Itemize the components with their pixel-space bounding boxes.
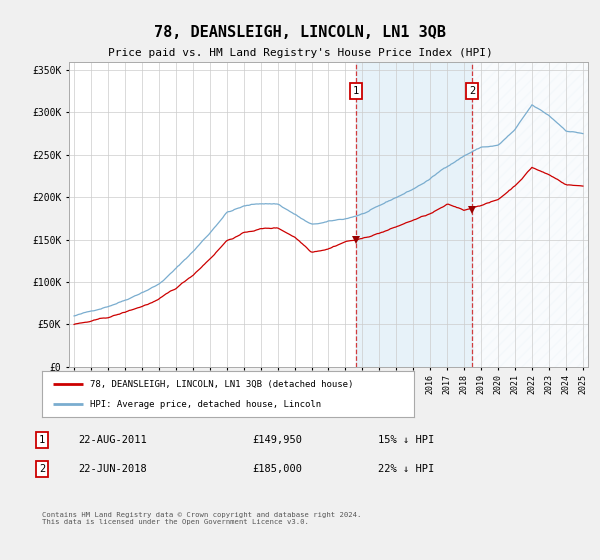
Text: 78, DEANSLEIGH, LINCOLN, LN1 3QB (detached house): 78, DEANSLEIGH, LINCOLN, LN1 3QB (detach… <box>91 380 354 389</box>
Text: 78, DEANSLEIGH, LINCOLN, LN1 3QB: 78, DEANSLEIGH, LINCOLN, LN1 3QB <box>154 25 446 40</box>
Text: £149,950: £149,950 <box>252 435 302 445</box>
Text: Price paid vs. HM Land Registry's House Price Index (HPI): Price paid vs. HM Land Registry's House … <box>107 48 493 58</box>
Text: 1: 1 <box>39 435 45 445</box>
Text: Contains HM Land Registry data © Crown copyright and database right 2024.
This d: Contains HM Land Registry data © Crown c… <box>42 512 361 525</box>
Bar <box>472 62 592 367</box>
Bar <box>356 62 472 367</box>
Text: 15% ↓ HPI: 15% ↓ HPI <box>378 435 434 445</box>
Text: HPI: Average price, detached house, Lincoln: HPI: Average price, detached house, Linc… <box>91 400 322 409</box>
Text: 2: 2 <box>469 86 475 96</box>
Text: 1: 1 <box>353 86 359 96</box>
Text: 2: 2 <box>39 464 45 474</box>
Text: 22-JUN-2018: 22-JUN-2018 <box>78 464 147 474</box>
Text: 22-AUG-2011: 22-AUG-2011 <box>78 435 147 445</box>
Text: £185,000: £185,000 <box>252 464 302 474</box>
Text: 22% ↓ HPI: 22% ↓ HPI <box>378 464 434 474</box>
